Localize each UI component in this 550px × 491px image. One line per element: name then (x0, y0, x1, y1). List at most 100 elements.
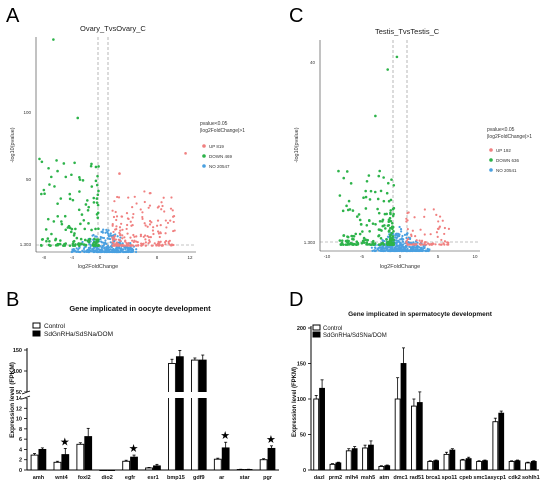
volcano-point-up (161, 244, 164, 247)
volcano-point-down (349, 182, 353, 185)
legend-marker-up (202, 144, 206, 148)
bar-control (168, 362, 176, 471)
volcano-point-down (379, 243, 382, 246)
volcano-point-no (405, 246, 408, 249)
volcano-point-down (371, 222, 375, 225)
volcano-point-up (441, 219, 444, 222)
volcano-point-up (113, 238, 116, 241)
volcano-point-no (119, 236, 122, 239)
volcano-point-up (129, 236, 132, 239)
volcano-point-no (420, 246, 423, 249)
panel-d-legend: Control SdGnRHa/SdSNa/DOM (312, 324, 387, 339)
volcano-point-down (89, 164, 93, 168)
volcano-point-no (102, 236, 106, 240)
volcano-point-no (94, 235, 97, 238)
volcano-point-down (83, 238, 87, 242)
volcano-point-up (172, 220, 175, 224)
volcano-point-down (385, 212, 388, 216)
volcano-point-no (395, 243, 398, 246)
volcano-point-down (97, 227, 100, 231)
panel-a-ytick: 1.303 (20, 242, 32, 247)
volcano-point-down (81, 179, 85, 182)
bar-treatment (384, 465, 391, 471)
volcano-point-up (147, 236, 151, 239)
volcano-point-up (406, 219, 409, 222)
volcano-point-down (351, 209, 355, 212)
y-tick-label: 6 (19, 437, 22, 443)
volcano-point-down (96, 216, 100, 220)
volcano-point-down (365, 223, 369, 227)
volcano-point-no (397, 244, 400, 247)
bar-control (190, 359, 199, 471)
y-tick-label: 10 (16, 417, 22, 423)
volcano-point-down (387, 218, 391, 222)
volcano-point-up (120, 222, 123, 225)
volcano-point-no (101, 244, 104, 248)
volcano-point-up (111, 223, 114, 226)
volcano-point-up (159, 231, 162, 234)
bar-treatment (107, 469, 116, 471)
volcano-point-up (144, 224, 147, 227)
volcano-point-down (337, 169, 340, 173)
volcano-point-no (406, 249, 409, 253)
y-tick-label: 100 (297, 397, 306, 403)
volcano-point-down (90, 185, 94, 188)
volcano-point-down (87, 222, 90, 225)
x-category-label: smc1a (473, 475, 491, 481)
volcano-point-up (125, 227, 128, 231)
volcano-point-up (114, 228, 117, 231)
volcano-point-up (123, 236, 126, 239)
x-category-label: dazl (314, 475, 325, 481)
volcano-point-down (358, 218, 362, 222)
volcano-point-down (392, 243, 395, 246)
volcano-point-down (80, 213, 84, 216)
volcano-point-down (364, 195, 368, 199)
volcano-point-up (152, 232, 155, 236)
bar-treatment (335, 462, 342, 471)
volcano-point-up (434, 243, 437, 246)
y-tick-label: 150 (13, 348, 22, 354)
volcano-point-up (123, 244, 126, 247)
volcano-point-down (386, 181, 390, 185)
volcano-point-no (119, 248, 123, 251)
volcano-point-down (54, 237, 58, 241)
volcano-point-down (96, 244, 99, 247)
x-category-label: foxl2 (78, 475, 91, 481)
volcano-point-up (114, 210, 117, 214)
bar-control (378, 466, 385, 471)
volcano-point-down (95, 183, 99, 187)
volcano-point-up (423, 215, 426, 218)
volcano-point-down (68, 192, 72, 196)
legend-marker-no (489, 168, 493, 172)
volcano-point-no (98, 250, 101, 254)
volcano-point-no (109, 248, 112, 251)
volcano-point-up (132, 212, 135, 216)
panel-b-legend-treatment: SdGnRHa/SdSNa/DOM (44, 331, 113, 338)
volcano-point (184, 152, 187, 155)
volcano-point-down (94, 227, 97, 231)
volcano-point-up (127, 196, 130, 199)
volcano-point-down (79, 222, 82, 226)
volcano-point-up (158, 235, 161, 239)
panel-b-legend: Control SdGnRHa/SdSNa/DOM (32, 322, 113, 338)
bar-treatment (530, 461, 537, 471)
volcano-point-up (121, 237, 124, 240)
volcano-point-down (390, 178, 393, 181)
volcano-point-up (168, 239, 171, 242)
volcano-point-down (90, 162, 93, 166)
volcano-point-down (362, 239, 365, 242)
panel-c-legend-down: DOWN 636 (496, 158, 520, 163)
volcano-point-up (437, 220, 440, 223)
volcano-point-down (373, 190, 377, 194)
x-category-label: spo11 (442, 475, 458, 481)
y-tick-label: 150 (297, 362, 306, 368)
volcano-point-no (135, 248, 138, 251)
volcano-point-up (411, 229, 414, 232)
x-category-label: msh5 (361, 475, 375, 481)
volcano-point-down (355, 243, 358, 246)
volcano-point-no (394, 232, 398, 236)
volcano-point-no (390, 249, 393, 252)
volcano-point-down (360, 241, 364, 245)
panel-c-legend-no: NO 20541 (496, 168, 517, 173)
volcano-point-down (392, 238, 395, 242)
